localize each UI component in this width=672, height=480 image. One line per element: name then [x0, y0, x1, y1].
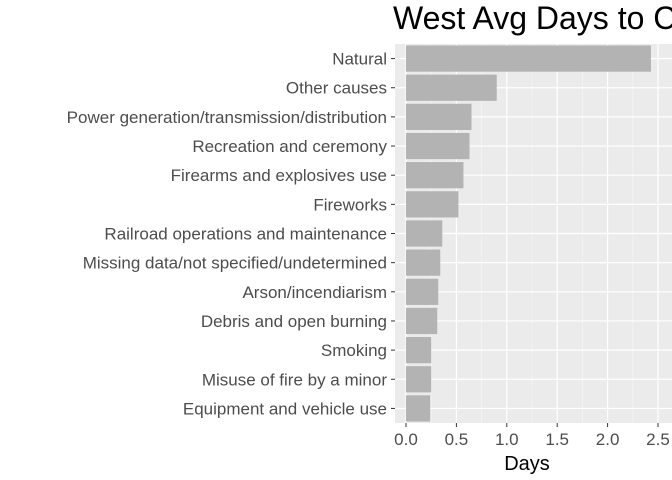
- x-tick-label: 0.5: [445, 430, 469, 449]
- x-axis-title: Days: [504, 453, 550, 475]
- y-tick-label: Firearms and explosives use: [171, 166, 387, 185]
- y-tick-label: Recreation and ceremony: [192, 137, 387, 156]
- y-tick-label: Missing data/not specified/undetermined: [83, 254, 387, 273]
- bar: [406, 336, 432, 364]
- y-tick-label: Natural: [332, 50, 387, 69]
- x-tick-label: 2.0: [596, 430, 620, 449]
- x-tick-label: 2.5: [646, 430, 670, 449]
- x-tick-label: 0.0: [394, 430, 418, 449]
- y-tick-label: Equipment and vehicle use: [183, 399, 387, 418]
- chart-title: West Avg Days to C: [393, 0, 672, 36]
- bar: [406, 103, 472, 131]
- y-tick-label: Railroad operations and maintenance: [104, 225, 387, 244]
- y-tick-label: Smoking: [321, 341, 387, 360]
- y-tick-label: Misuse of fire by a minor: [202, 370, 388, 389]
- x-tick-label: 1.0: [495, 430, 519, 449]
- y-tick-label: Other causes: [286, 79, 387, 98]
- bar: [406, 74, 497, 101]
- bar: [406, 278, 439, 305]
- bar: [406, 45, 651, 72]
- bar: [406, 132, 470, 160]
- bar: [406, 366, 432, 393]
- bar: [406, 191, 459, 218]
- bar: [406, 249, 441, 276]
- bar: [406, 220, 443, 247]
- y-tick-label: Debris and open burning: [201, 312, 387, 331]
- y-tick-label: Arson/incendiarism: [242, 283, 387, 302]
- y-tick-label: Fireworks: [313, 195, 387, 214]
- bar: [406, 307, 438, 335]
- bar: [406, 162, 464, 189]
- bar: [406, 395, 431, 422]
- x-tick-label: 1.5: [545, 430, 569, 449]
- y-tick-label: Power generation/transmission/distributi…: [67, 108, 387, 127]
